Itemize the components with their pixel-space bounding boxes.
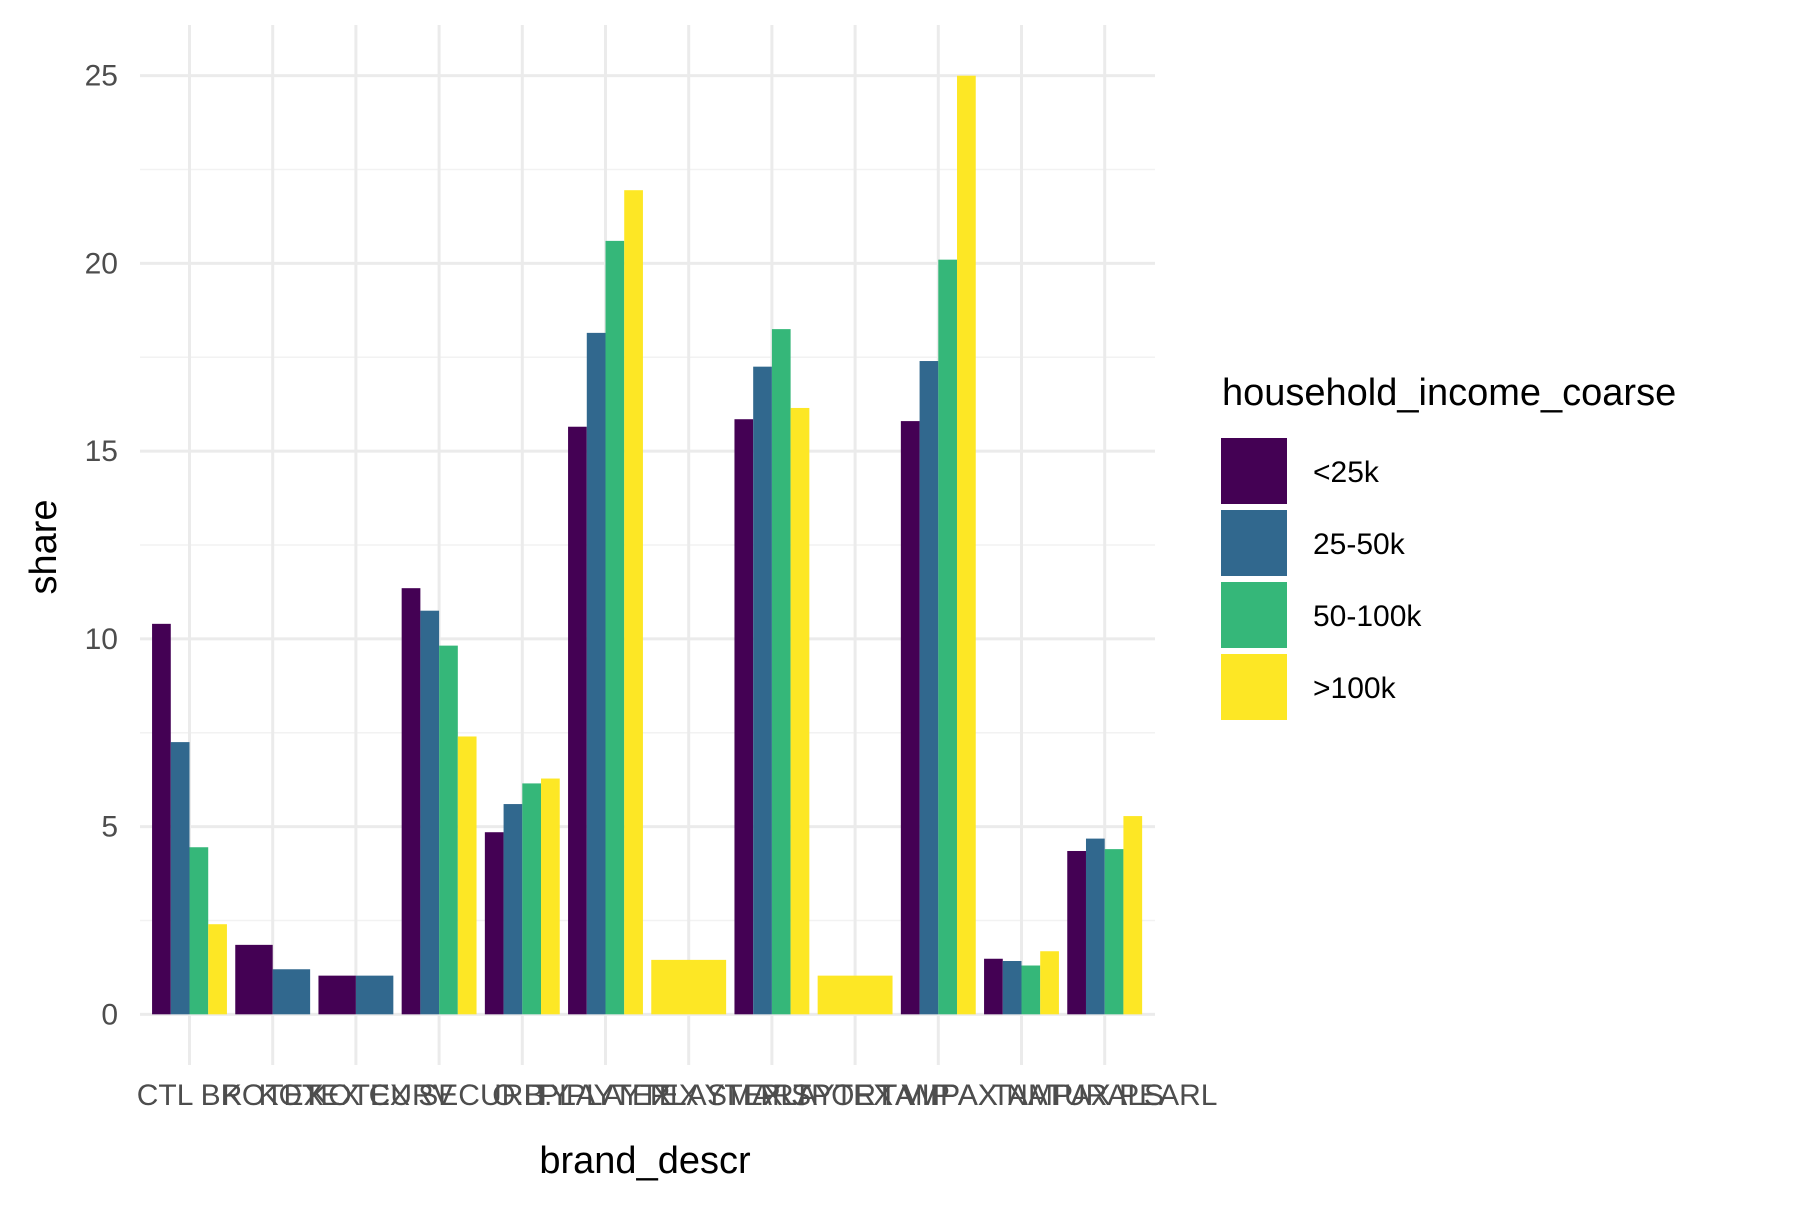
bar <box>189 847 209 1015</box>
bar <box>1067 850 1086 1015</box>
legend-key <box>1221 510 1287 576</box>
legend-key <box>1221 582 1287 648</box>
bar <box>522 783 542 1015</box>
bar <box>586 332 606 1015</box>
bar <box>420 610 440 1015</box>
legend-key <box>1221 654 1287 720</box>
legend-items: <25k 25-50k 50-100k >100k <box>1221 438 1422 720</box>
legend-label: 50-100k <box>1313 600 1422 633</box>
x-tick-label: O.B. <box>492 1079 552 1112</box>
bar <box>753 366 772 1015</box>
bar <box>790 407 810 1015</box>
bar <box>605 240 625 1015</box>
x-tick-label: KOTEX SECURITY <box>308 1079 570 1112</box>
bar <box>651 959 727 1015</box>
bar <box>984 958 1003 1015</box>
y-tick-label: 0 <box>101 998 118 1031</box>
bar <box>817 975 893 1015</box>
y-tick-label: 20 <box>85 247 118 280</box>
y-tick-label: 5 <box>101 811 118 844</box>
bar <box>541 778 560 1015</box>
bar <box>957 75 976 1015</box>
x-tick-label: TAMPAX PEARL <box>992 1079 1218 1112</box>
x-tick-label: PLAYTEX SPORT <box>650 1079 894 1112</box>
bar <box>457 736 477 1015</box>
bar <box>439 645 458 1015</box>
y-tick-label: 25 <box>85 60 118 93</box>
bar <box>272 969 311 1015</box>
bar <box>484 832 504 1015</box>
bar <box>355 975 394 1015</box>
bar <box>1085 838 1105 1015</box>
y-tick-label: 15 <box>85 435 118 468</box>
bar <box>235 944 273 1015</box>
legend-key <box>1221 438 1287 504</box>
legend-label: 25-50k <box>1313 528 1406 561</box>
x-tick-label: CTL BR <box>137 1079 243 1112</box>
x-axis-title: brand_descr <box>539 1140 751 1182</box>
bar <box>208 924 227 1015</box>
x-tick-label: PLAYTEX VIP <box>760 1079 950 1112</box>
x-tick-label: PLAYTEX <box>539 1079 672 1112</box>
legend: household_income_coarse <25k 25-50k 50-100… <box>1221 372 1676 720</box>
legend-title: household_income_coarse <box>1222 372 1676 414</box>
bar <box>900 421 920 1015</box>
bar <box>170 742 190 1015</box>
x-tick-label: TAMPAX NATURALS <box>879 1079 1164 1112</box>
y-tick-labels: 0 5 10 15 20 25 <box>85 60 118 1032</box>
bar <box>938 259 958 1015</box>
bar <box>1104 849 1124 1015</box>
bar <box>152 623 171 1015</box>
x-tick-label: TAMPAX <box>879 1079 998 1112</box>
bar <box>1021 965 1041 1015</box>
bar <box>624 190 643 1015</box>
legend-label: <25k <box>1313 456 1380 489</box>
x-tick-label: KOTEX CURV <box>259 1079 454 1112</box>
bars <box>152 75 1143 1015</box>
bar <box>318 975 356 1015</box>
bar <box>771 329 791 1015</box>
bar <box>734 419 754 1015</box>
bar <box>919 361 939 1015</box>
bar <box>1040 951 1059 1015</box>
bar <box>401 588 421 1015</box>
grid-lines <box>140 25 1155 1065</box>
y-tick-label: 10 <box>85 623 118 656</box>
x-tick-label: PLAYTEX SMART <box>566 1079 812 1112</box>
bar <box>1002 961 1022 1015</box>
x-tick-label: KOTEX <box>222 1079 324 1112</box>
bar <box>568 426 587 1015</box>
legend-label: >100k <box>1313 672 1397 705</box>
bar <box>503 804 523 1015</box>
y-axis-title: share <box>23 499 65 594</box>
bar <box>1123 816 1143 1015</box>
